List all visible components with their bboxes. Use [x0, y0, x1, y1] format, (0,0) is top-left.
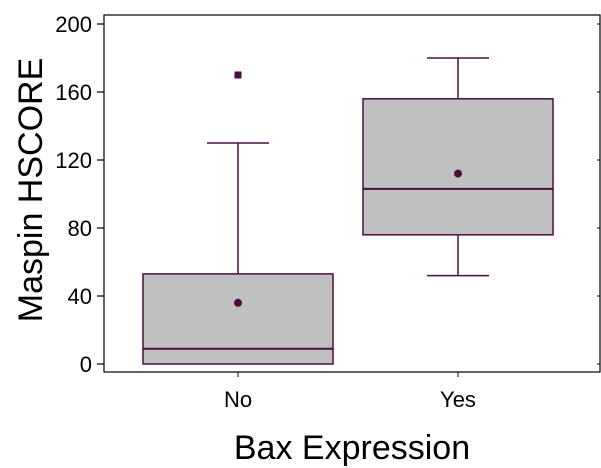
y-tick-label: 120 [55, 148, 92, 173]
mean-marker [234, 298, 242, 307]
box-no [142, 71, 334, 365]
mean-marker [454, 169, 462, 178]
x-tick-label-no: No [224, 387, 252, 412]
outlier-point [234, 71, 242, 79]
x-axis-ticks: No Yes [224, 372, 476, 412]
box-iqr [362, 98, 554, 236]
box-yes [362, 57, 554, 277]
y-axis-ticks: 0 40 80 120 160 200 [55, 12, 600, 377]
y-tick-label: 80 [68, 216, 92, 241]
y-tick-label: 200 [55, 12, 92, 37]
x-tick-label-yes: Yes [440, 387, 476, 412]
box-series [142, 57, 554, 365]
y-tick-label: 40 [68, 284, 92, 309]
plot-frame [103, 14, 601, 373]
x-axis-title: Bax Expression [234, 429, 470, 467]
plot-border [103, 14, 601, 373]
y-tick-label: 0 [80, 352, 92, 377]
y-axis-title: Maspin HSCORE [12, 58, 50, 323]
y-tick-label: 160 [55, 80, 92, 105]
box-iqr [142, 273, 334, 365]
